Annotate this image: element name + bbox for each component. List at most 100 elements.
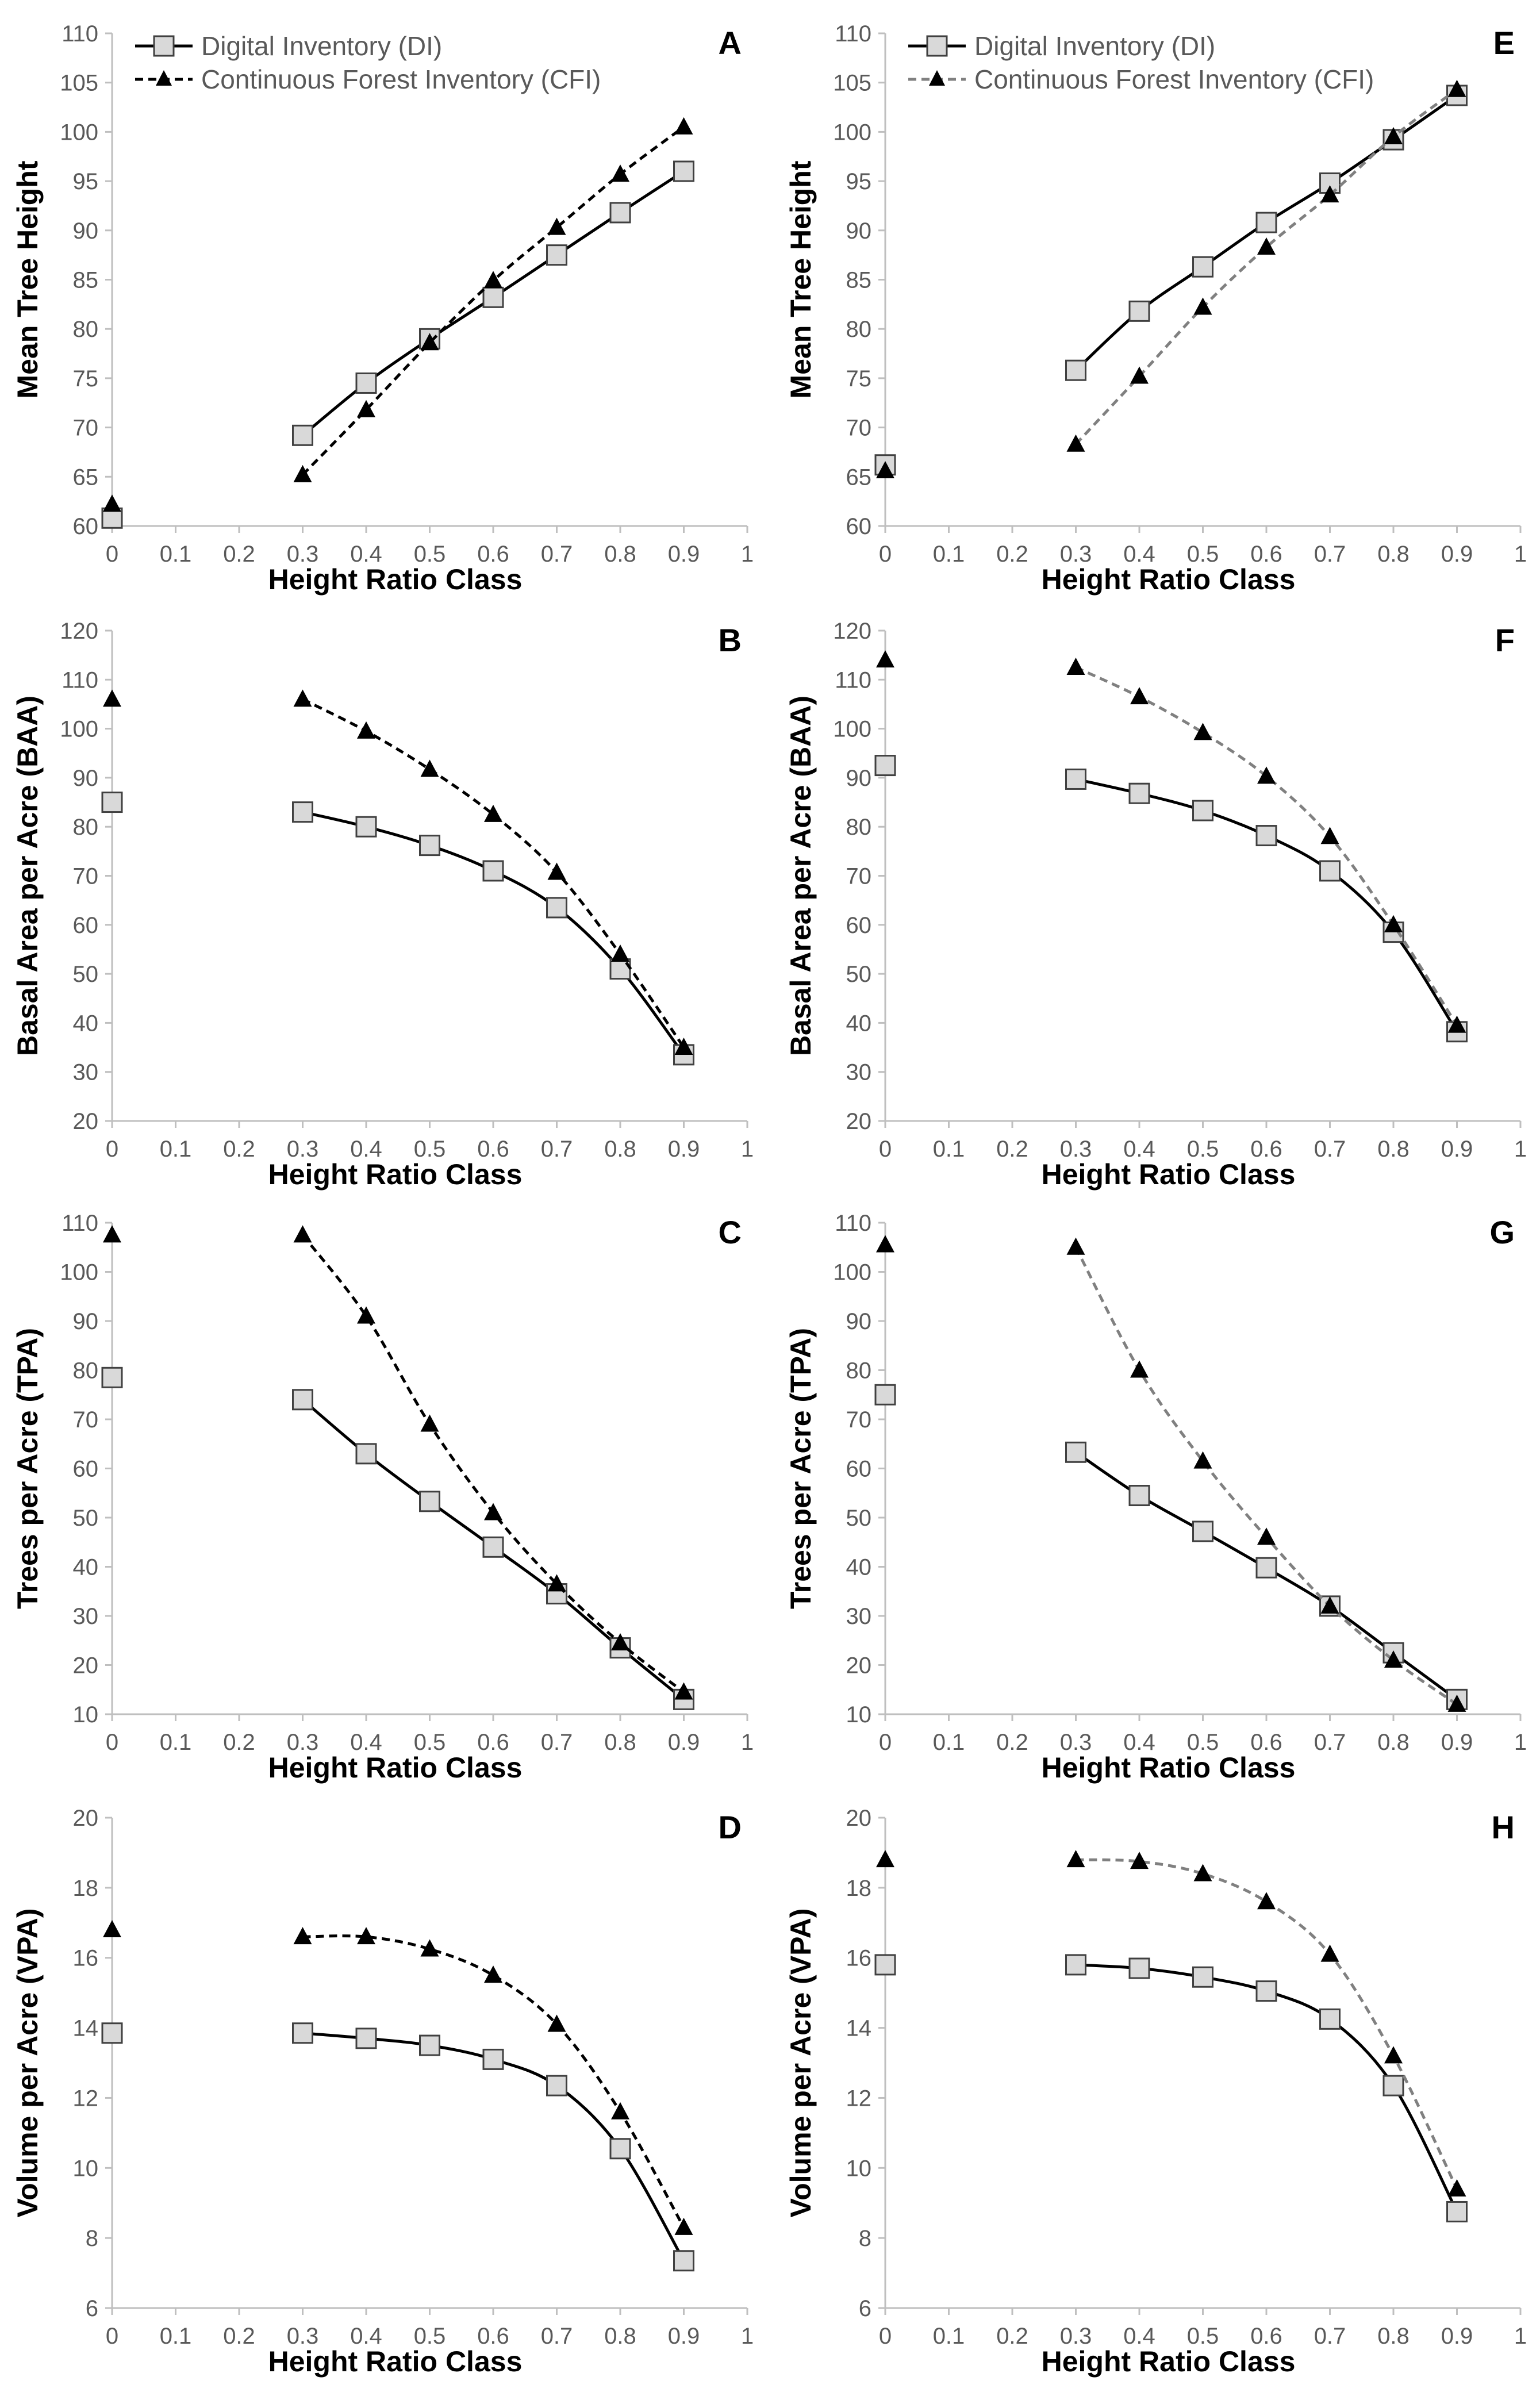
di-data-point	[1065, 1441, 1086, 1463]
x-tick-label: 0.3	[1060, 542, 1092, 567]
panel-label: G	[1489, 1214, 1515, 1250]
x-tick-label: 0.7	[1314, 1730, 1346, 1755]
x-tick-label: 0.4	[1123, 542, 1155, 567]
y-tick-label: 20	[846, 1109, 872, 1134]
x-axis-title: Height Ratio Class	[1042, 1158, 1296, 1191]
x-tick-label: 0	[879, 542, 892, 567]
cfi-data-point	[674, 1682, 693, 1700]
cfi-data-point	[1384, 2046, 1403, 2064]
x-tick-label: 0.2	[223, 1136, 255, 1162]
cfi-series	[876, 650, 1466, 1033]
y-tick-label: 10	[846, 1702, 872, 1727]
di-data-point	[1255, 212, 1277, 233]
x-tick-label: 0.7	[541, 1730, 573, 1755]
di-series	[101, 1366, 694, 1710]
cfi-data-point	[1193, 1451, 1212, 1469]
y-tick-label: 65	[73, 464, 99, 490]
cfi-series-line	[1074, 1246, 1458, 1706]
x-tick-label: 0.9	[1441, 2324, 1473, 2349]
x-tick-label: 0.6	[1250, 542, 1282, 567]
y-tick-label: 100	[833, 717, 871, 742]
di-data-point	[355, 816, 377, 838]
y-tick-label: 20	[73, 1109, 99, 1134]
legend-di-label: Digital Inventory (DI)	[201, 31, 442, 61]
x-tick-label: 0.9	[1441, 542, 1473, 567]
x-tick-label: 1	[741, 1730, 754, 1755]
x-tick-label: 1	[1514, 1136, 1527, 1162]
x-tick-label: 1	[1514, 2324, 1527, 2349]
cfi-series	[876, 79, 1466, 479]
x-tick-label: 0.2	[996, 2324, 1028, 2349]
cfi-data-point	[357, 1306, 375, 1324]
y-tick-label: 50	[846, 962, 872, 987]
y-tick-label: 8	[86, 2226, 98, 2251]
cfi-data-point	[1193, 723, 1212, 740]
cfi-data-point	[1066, 434, 1085, 452]
cfi-series	[103, 1225, 693, 1700]
x-tick-label: 0.6	[477, 542, 509, 567]
cfi-data-point	[420, 1939, 439, 1957]
cfi-data-point	[293, 464, 312, 482]
y-tick-label: 40	[846, 1555, 872, 1580]
di-data-point	[1128, 300, 1150, 322]
x-tick-label: 0.6	[1250, 1136, 1282, 1162]
x-tick-label: 0.2	[223, 1730, 255, 1755]
y-tick-label: 75	[846, 366, 872, 391]
di-data-point	[482, 2048, 504, 2070]
legend-di-marker	[153, 35, 175, 57]
x-tick-label: 0	[106, 2324, 118, 2349]
x-tick-label: 0.5	[414, 1730, 446, 1755]
x-tick-label: 0.6	[477, 1730, 509, 1755]
y-tick-label: 90	[73, 1309, 99, 1334]
y-tick-label: 30	[846, 1060, 872, 1085]
di-data-point	[292, 2022, 313, 2044]
x-axis-title: Height Ratio Class	[1042, 563, 1296, 596]
di-series-line	[302, 811, 685, 1056]
cfi-data-point	[357, 1927, 375, 1945]
x-tick-label: 0	[106, 1136, 118, 1162]
di-series	[101, 2022, 694, 2272]
y-tick-label: 20	[846, 1806, 872, 1831]
di-data-point	[609, 2138, 631, 2160]
x-tick-label: 0.5	[1187, 542, 1219, 567]
di-data-point	[355, 372, 377, 394]
y-tick-label: 6	[86, 2296, 98, 2321]
cfi-data-point	[1066, 1850, 1085, 1868]
cfi-data-point	[1447, 2179, 1466, 2197]
x-axis-title: Height Ratio Class	[1042, 2345, 1296, 2378]
x-tick-label: 0.1	[160, 1730, 192, 1755]
x-tick-label: 0.1	[160, 542, 192, 567]
cfi-data-point	[357, 721, 375, 739]
x-axis-title: Height Ratio Class	[268, 1752, 523, 1784]
y-tick-label: 95	[73, 169, 99, 194]
y-tick-label: 80	[846, 317, 872, 342]
y-axis-title: Volume per Acre (VPA)	[11, 1908, 44, 2217]
di-data-point	[874, 755, 896, 777]
y-tick-label: 50	[846, 1506, 872, 1531]
cfi-data-point	[293, 1927, 312, 1945]
x-tick-label: 0.5	[1187, 1730, 1219, 1755]
cfi-data-point	[1130, 1360, 1149, 1378]
cfi-data-point	[674, 1038, 693, 1055]
di-data-point	[292, 424, 313, 446]
di-data-point	[482, 860, 504, 882]
x-tick-label: 0.5	[414, 1136, 446, 1162]
panel-label: B	[719, 622, 742, 658]
y-tick-label: 90	[846, 218, 872, 244]
di-series	[874, 85, 1468, 476]
cfi-series	[876, 1235, 1466, 1712]
cfi-data-point	[1193, 297, 1212, 315]
x-axis-title: Height Ratio Class	[268, 563, 523, 596]
y-tick-label: 90	[73, 218, 99, 244]
x-tick-label: 0	[879, 1730, 892, 1755]
y-tick-label: 60	[846, 514, 872, 539]
x-tick-label: 0.2	[223, 2324, 255, 2349]
y-tick-label: 40	[846, 1011, 872, 1036]
x-tick-label: 0.6	[477, 1136, 509, 1162]
x-tick-label: 0.8	[604, 1730, 636, 1755]
di-data-point	[355, 1443, 377, 1465]
x-tick-label: 0.2	[223, 542, 255, 567]
cfi-data-point	[547, 217, 566, 235]
y-tick-label: 70	[846, 1407, 872, 1433]
cfi-data-point	[103, 494, 121, 512]
